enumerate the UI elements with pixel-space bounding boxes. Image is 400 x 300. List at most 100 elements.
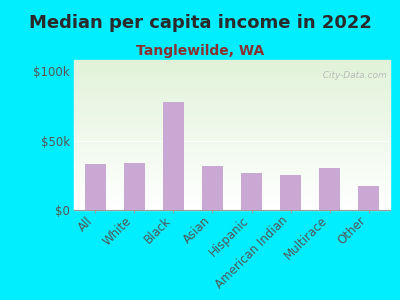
- Bar: [74, 164, 390, 165]
- Bar: [74, 172, 390, 174]
- Bar: [74, 186, 390, 188]
- Bar: [358, 186, 379, 210]
- Bar: [74, 200, 390, 201]
- Text: Tanglewilde, WA: Tanglewilde, WA: [136, 44, 264, 58]
- Bar: [74, 61, 390, 63]
- Bar: [85, 164, 106, 210]
- Bar: [74, 188, 390, 189]
- Bar: [74, 108, 390, 110]
- Bar: [74, 130, 390, 132]
- Bar: [74, 110, 390, 111]
- Bar: [74, 120, 390, 122]
- Bar: [74, 183, 390, 184]
- Bar: [74, 126, 390, 128]
- Bar: [74, 165, 390, 166]
- Bar: [74, 174, 390, 176]
- Bar: [74, 78, 390, 80]
- Bar: [74, 99, 390, 100]
- Bar: [74, 102, 390, 104]
- Bar: [74, 159, 390, 160]
- Bar: [74, 105, 390, 106]
- Bar: [74, 176, 390, 177]
- Bar: [74, 184, 390, 186]
- Bar: [74, 123, 390, 124]
- Bar: [74, 117, 390, 118]
- Bar: [74, 100, 390, 102]
- Bar: [74, 114, 390, 116]
- Bar: [74, 66, 390, 68]
- Bar: [74, 128, 390, 129]
- Bar: [202, 166, 223, 210]
- Bar: [74, 192, 390, 194]
- Bar: [74, 84, 390, 86]
- Bar: [74, 129, 390, 130]
- Bar: [74, 72, 390, 74]
- Bar: [74, 64, 390, 66]
- Bar: [74, 124, 390, 126]
- Bar: [74, 158, 390, 159]
- Bar: [74, 92, 390, 93]
- Bar: [74, 141, 390, 142]
- Bar: [74, 198, 390, 200]
- Bar: [74, 180, 390, 182]
- Bar: [74, 154, 390, 156]
- Bar: [241, 172, 262, 210]
- Bar: [74, 134, 390, 135]
- Bar: [74, 190, 390, 192]
- Bar: [74, 146, 390, 147]
- Bar: [74, 177, 390, 178]
- Bar: [74, 75, 390, 76]
- Bar: [74, 74, 390, 75]
- Bar: [74, 80, 390, 81]
- Bar: [74, 152, 390, 153]
- Bar: [74, 140, 390, 141]
- Bar: [74, 106, 390, 108]
- Bar: [74, 171, 390, 172]
- Text: Median per capita income in 2022: Median per capita income in 2022: [28, 14, 372, 32]
- Bar: [74, 194, 390, 195]
- Bar: [74, 69, 390, 70]
- Bar: [74, 98, 390, 99]
- Bar: [74, 132, 390, 134]
- Bar: [74, 138, 390, 140]
- Bar: [74, 182, 390, 183]
- Bar: [74, 168, 390, 170]
- Bar: [280, 175, 301, 210]
- Bar: [74, 81, 390, 82]
- Bar: [74, 68, 390, 69]
- Bar: [74, 206, 390, 207]
- Bar: [74, 207, 390, 208]
- Bar: [74, 162, 390, 164]
- Bar: [74, 94, 390, 96]
- Bar: [74, 103, 390, 105]
- Bar: [74, 148, 390, 150]
- Bar: [74, 87, 390, 88]
- Bar: [74, 204, 390, 206]
- Bar: [74, 90, 390, 92]
- Bar: [74, 88, 390, 90]
- Bar: [74, 60, 390, 61]
- Bar: [319, 168, 340, 210]
- Bar: [74, 63, 390, 64]
- Bar: [74, 96, 390, 98]
- Bar: [74, 82, 390, 84]
- Bar: [74, 208, 390, 210]
- Bar: [124, 163, 145, 210]
- Bar: [74, 112, 390, 114]
- Bar: [74, 85, 390, 87]
- Bar: [74, 201, 390, 202]
- Bar: [74, 167, 390, 168]
- Bar: [74, 144, 390, 146]
- Bar: [74, 93, 390, 94]
- Bar: [74, 136, 390, 138]
- Bar: [74, 202, 390, 204]
- Bar: [74, 70, 390, 72]
- Bar: [74, 111, 390, 112]
- Bar: [74, 76, 390, 78]
- Bar: [74, 156, 390, 158]
- Bar: [74, 189, 390, 190]
- Bar: [74, 142, 390, 144]
- Bar: [74, 147, 390, 148]
- Bar: [163, 102, 184, 210]
- Bar: [74, 160, 390, 162]
